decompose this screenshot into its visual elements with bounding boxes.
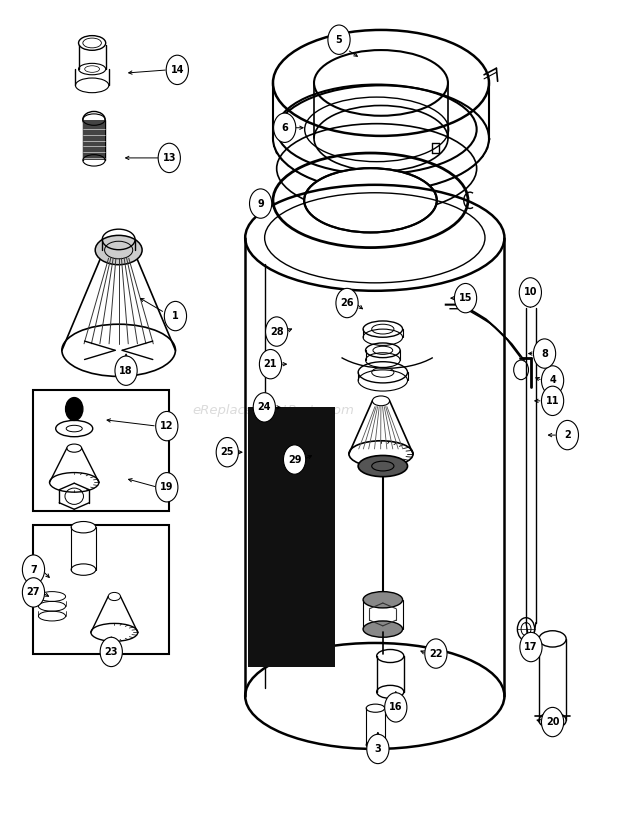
Circle shape	[541, 708, 564, 737]
Bar	[83, 119, 105, 160]
Text: 12: 12	[160, 421, 174, 431]
Text: 1: 1	[172, 311, 179, 321]
Circle shape	[216, 438, 239, 467]
Text: 24: 24	[257, 402, 271, 412]
Circle shape	[259, 349, 281, 379]
Text: 15: 15	[459, 293, 472, 303]
Text: 25: 25	[221, 447, 234, 457]
Bar	[33, 390, 169, 511]
Text: 27: 27	[27, 587, 40, 597]
Circle shape	[115, 356, 137, 385]
Ellipse shape	[363, 621, 402, 637]
Circle shape	[336, 289, 358, 317]
Text: 2: 2	[564, 430, 571, 440]
Text: 17: 17	[525, 642, 538, 652]
Text: 18: 18	[119, 366, 133, 375]
Circle shape	[156, 411, 178, 441]
Text: 7: 7	[30, 564, 37, 574]
Circle shape	[454, 284, 477, 312]
Circle shape	[367, 735, 389, 764]
Circle shape	[526, 291, 536, 304]
Text: 28: 28	[270, 326, 283, 336]
Circle shape	[541, 366, 564, 395]
Circle shape	[556, 420, 578, 450]
Text: 3: 3	[374, 744, 381, 754]
Text: 19: 19	[160, 483, 174, 492]
Text: 8: 8	[541, 348, 548, 358]
Circle shape	[22, 578, 45, 607]
Text: 22: 22	[429, 649, 443, 658]
Ellipse shape	[95, 236, 142, 265]
Circle shape	[166, 55, 188, 84]
Ellipse shape	[528, 635, 533, 640]
Text: 29: 29	[288, 455, 301, 465]
Text: 16: 16	[389, 703, 402, 712]
Text: 13: 13	[162, 153, 176, 163]
Text: eReplacementParts.com: eReplacementParts.com	[192, 404, 354, 417]
Text: 26: 26	[340, 298, 354, 308]
Circle shape	[283, 445, 306, 474]
Bar	[248, 407, 335, 667]
Text: 11: 11	[546, 396, 559, 406]
Circle shape	[158, 143, 180, 173]
Circle shape	[265, 317, 288, 346]
Circle shape	[541, 386, 564, 416]
Circle shape	[519, 278, 541, 307]
Circle shape	[273, 113, 296, 142]
Ellipse shape	[372, 461, 394, 471]
Circle shape	[253, 393, 275, 422]
Ellipse shape	[71, 522, 96, 533]
Circle shape	[156, 473, 178, 502]
Bar	[33, 525, 169, 654]
Ellipse shape	[363, 591, 402, 608]
Text: 9: 9	[257, 199, 264, 209]
Circle shape	[100, 637, 122, 667]
Ellipse shape	[83, 111, 105, 128]
Circle shape	[328, 25, 350, 54]
Circle shape	[66, 398, 83, 420]
Circle shape	[384, 693, 407, 722]
Text: 20: 20	[546, 717, 559, 727]
Text: 10: 10	[524, 287, 537, 298]
Ellipse shape	[358, 456, 407, 477]
Text: 21: 21	[264, 359, 277, 369]
Circle shape	[164, 301, 187, 330]
Text: 14: 14	[170, 65, 184, 75]
Text: 23: 23	[105, 647, 118, 657]
Circle shape	[249, 189, 272, 218]
Text: 4: 4	[549, 375, 556, 385]
Text: 6: 6	[281, 123, 288, 133]
Circle shape	[22, 555, 45, 584]
Circle shape	[520, 632, 542, 662]
Text: 5: 5	[335, 34, 342, 45]
Circle shape	[533, 339, 556, 368]
Ellipse shape	[304, 169, 437, 232]
Circle shape	[425, 639, 447, 668]
